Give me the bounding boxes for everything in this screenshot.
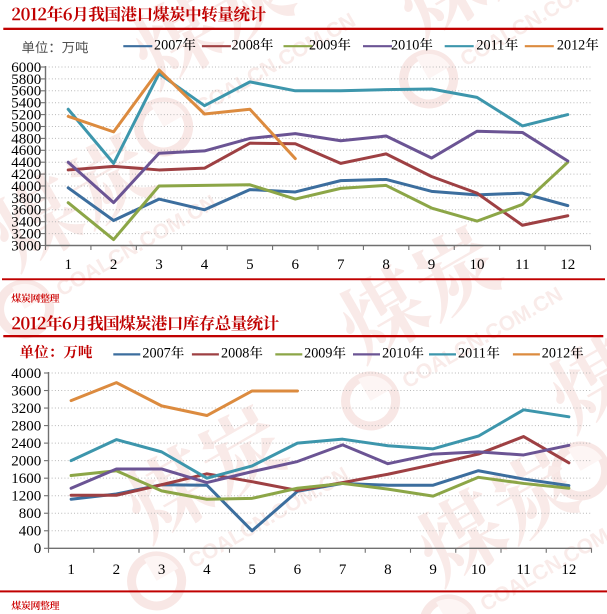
svg-text:3800: 3800 [11, 191, 41, 207]
svg-text:3: 3 [155, 257, 163, 273]
svg-text:2800: 2800 [11, 419, 41, 435]
svg-text:2400: 2400 [11, 436, 41, 452]
svg-text:3400: 3400 [11, 215, 41, 231]
svg-text:1200: 1200 [11, 489, 41, 505]
svg-text:5: 5 [248, 562, 256, 578]
svg-text:4: 4 [203, 562, 211, 578]
svg-text:7: 7 [339, 562, 347, 578]
svg-text:5800: 5800 [11, 72, 41, 88]
svg-text:6: 6 [292, 257, 300, 273]
svg-text:12: 12 [560, 257, 575, 273]
svg-text:4: 4 [201, 257, 209, 273]
svg-text:8: 8 [382, 257, 390, 273]
svg-text:11: 11 [516, 562, 530, 578]
svg-text:2011: 2011 [476, 37, 504, 53]
svg-text:4800: 4800 [11, 131, 41, 147]
svg-text:2000: 2000 [11, 454, 41, 470]
svg-text:1600: 1600 [11, 471, 41, 487]
svg-text:2012: 2012 [557, 37, 585, 53]
svg-text:2009: 2009 [309, 37, 337, 53]
svg-text:5000: 5000 [11, 119, 41, 135]
svg-text:4400: 4400 [11, 155, 41, 171]
svg-text:4000: 4000 [11, 366, 41, 382]
svg-text:2008: 2008 [221, 346, 249, 362]
svg-text:800: 800 [19, 506, 42, 522]
svg-text:3600: 3600 [11, 383, 41, 399]
svg-text:9: 9 [428, 257, 436, 273]
svg-text:11: 11 [515, 257, 529, 273]
svg-text:5600: 5600 [11, 84, 41, 100]
svg-text:5400: 5400 [11, 96, 41, 112]
svg-text:8: 8 [384, 562, 392, 578]
svg-text:2012: 2012 [542, 346, 570, 362]
svg-text:2007: 2007 [154, 37, 182, 53]
svg-text:1: 1 [64, 257, 72, 273]
svg-text:12: 12 [561, 562, 576, 578]
svg-text:7: 7 [337, 257, 345, 273]
svg-text:2007: 2007 [142, 346, 170, 362]
svg-text:10: 10 [470, 257, 485, 273]
svg-text:400: 400 [19, 524, 42, 540]
svg-text:3000: 3000 [11, 238, 41, 254]
svg-text:3: 3 [158, 562, 166, 578]
svg-text:2: 2 [110, 257, 118, 273]
svg-text:3200: 3200 [11, 227, 41, 243]
svg-text:1: 1 [67, 562, 75, 578]
svg-text:2011: 2011 [458, 346, 486, 362]
svg-text:3200: 3200 [11, 401, 41, 417]
svg-text:4000: 4000 [11, 179, 41, 195]
svg-text:2010: 2010 [391, 37, 419, 53]
svg-text:3600: 3600 [11, 203, 41, 219]
svg-text:9: 9 [429, 562, 437, 578]
svg-text:2: 2 [113, 562, 121, 578]
svg-text:2008: 2008 [232, 37, 260, 53]
svg-text:6000: 6000 [11, 60, 41, 76]
svg-text:10: 10 [471, 562, 486, 578]
svg-text:0: 0 [34, 541, 42, 557]
svg-text:2010: 2010 [382, 346, 410, 362]
svg-text:6: 6 [294, 562, 302, 578]
svg-text:5: 5 [246, 257, 254, 273]
svg-text:4200: 4200 [11, 167, 41, 183]
svg-text:4600: 4600 [11, 143, 41, 159]
svg-text:2009: 2009 [304, 346, 332, 362]
svg-text:5200: 5200 [11, 108, 41, 124]
